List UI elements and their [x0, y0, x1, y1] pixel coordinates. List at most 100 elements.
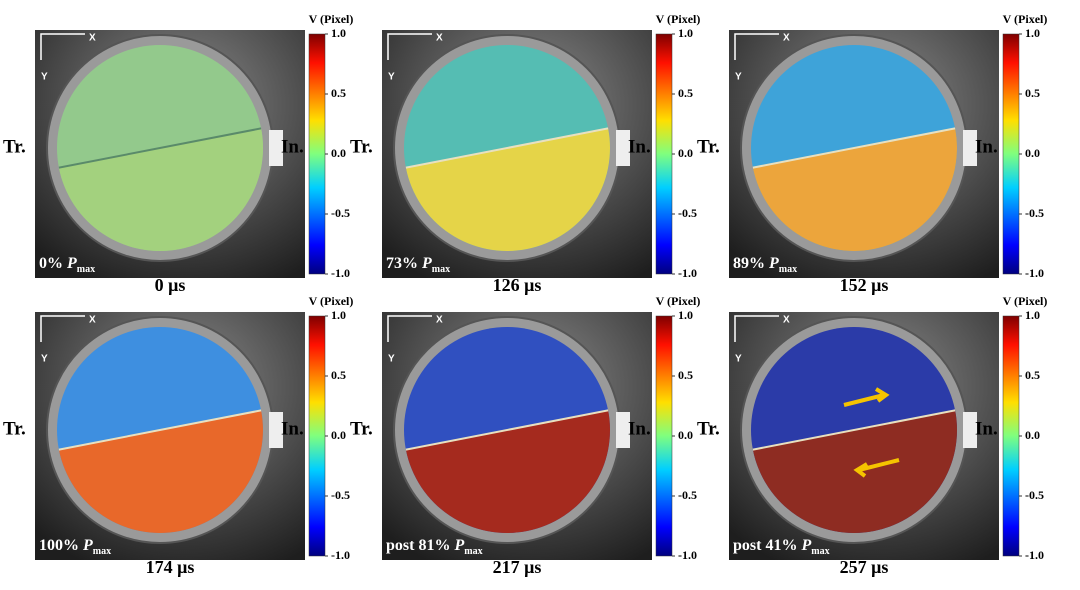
transmitted-label: Tr. — [350, 136, 373, 157]
load-label: 89% Pmax — [733, 255, 797, 276]
time-label: 174 μs — [146, 557, 195, 577]
crack-line — [751, 127, 957, 169]
transmitted-label: Tr. — [3, 418, 26, 439]
colorbar-tick-label: 1.0 — [331, 26, 346, 40]
colorbar — [308, 315, 326, 557]
time-label: 152 μs — [840, 275, 889, 295]
panel: X Y Tr. In. 73% Pmax 126 μs V (Pixel)1.0 0.5 0.0 -… — [350, 12, 700, 295]
crack-line — [404, 409, 610, 451]
incident-label: In. — [975, 136, 998, 157]
transmitted-label: Tr. — [350, 418, 373, 439]
load-subscript: max — [811, 546, 829, 557]
colorbar-title: V (Pixel) — [1003, 294, 1048, 308]
incident-bar — [963, 130, 977, 166]
load-subscript: max — [432, 264, 450, 275]
colorbar-tick-label: -1.0 — [331, 266, 350, 280]
incident-bar — [963, 412, 977, 448]
axis-y-label: Y — [388, 354, 395, 365]
panel: X Y Tr. In. post 41% Pmax 257 μs V (Pixel)1.0 0.… — [697, 294, 1047, 577]
load-symbol: P — [768, 255, 779, 272]
axis-corner — [40, 315, 85, 342]
incident-label: In. — [281, 418, 304, 439]
incident-bar — [616, 412, 630, 448]
load-percent: 100% — [39, 537, 79, 554]
colorbar-tick-label: -1.0 — [1025, 548, 1044, 562]
panel: X Y Tr. In. post 81% Pmax 217 μs V (Pixel)1.0 0.… — [350, 294, 700, 577]
colorbar-tick-label: -0.5 — [1025, 206, 1044, 220]
colorbar-title: V (Pixel) — [656, 294, 701, 308]
colorbar-tick-label: 0.5 — [331, 368, 346, 382]
colorbar-tick-label: -0.5 — [331, 488, 350, 502]
colorbar — [1002, 33, 1020, 275]
axis-x-label: X — [436, 315, 443, 326]
colorbar-tick-label: -0.5 — [678, 488, 697, 502]
colorbar-tick-label: 0.0 — [678, 146, 693, 160]
incident-label: In. — [975, 418, 998, 439]
load-label: post 41% Pmax — [733, 537, 830, 558]
colorbar-title: V (Pixel) — [309, 12, 354, 26]
axis-corner — [734, 315, 779, 342]
load-subscript: max — [93, 546, 111, 557]
colorbar-tick-label: 1.0 — [678, 26, 693, 40]
axis-y-label: Y — [41, 72, 48, 83]
incident-label: In. — [628, 418, 651, 439]
load-subscript: max — [77, 264, 95, 275]
colorbar-tick-label: -0.5 — [1025, 488, 1044, 502]
colorbar-tick-label: 1.0 — [678, 308, 693, 322]
axis-y-label: Y — [388, 72, 395, 83]
load-label: 0% Pmax — [39, 255, 95, 276]
time-label: 217 μs — [493, 557, 542, 577]
axis-x-label: X — [783, 315, 790, 326]
colorbar-tick-label: -1.0 — [678, 548, 697, 562]
colorbar-tick-label: 0.5 — [678, 368, 693, 382]
load-symbol: P — [82, 537, 93, 554]
load-symbol: P — [800, 537, 811, 554]
load-percent: 0% — [39, 255, 63, 272]
load-subscript: max — [464, 546, 482, 557]
load-percent: 89% — [733, 255, 765, 272]
axis-corner — [734, 33, 779, 60]
axis-x-label: X — [436, 33, 443, 44]
colorbar-tick-label: 0.0 — [1025, 146, 1040, 160]
panel: X Y Tr. In. 89% Pmax 152 μs V (Pixel)1.0 0.5 0.0 -… — [697, 12, 1047, 295]
colorbar-tick-label: 1.0 — [1025, 308, 1040, 322]
colorbar-tick-label: -0.5 — [678, 206, 697, 220]
axis-x-label: X — [89, 315, 96, 326]
load-percent: post 81% — [386, 537, 450, 554]
colorbar-tick-label: 1.0 — [331, 308, 346, 322]
colorbar-title: V (Pixel) — [656, 12, 701, 26]
axis-y-label: Y — [735, 354, 742, 365]
axis-y-label: Y — [735, 72, 742, 83]
panel: X Y Tr. In. 0% Pmax 0 μs V (Pixel)1.0 0.5 0.0 -0.5… — [3, 12, 353, 295]
colorbar — [655, 33, 673, 275]
colorbar-tick-label: 0.5 — [678, 86, 693, 100]
load-label: 73% Pmax — [386, 255, 450, 276]
colorbar-tick-label: 0.0 — [678, 428, 693, 442]
incident-label: In. — [281, 136, 304, 157]
colorbar — [1002, 315, 1020, 557]
incident-label: In. — [628, 136, 651, 157]
load-percent: post 41% — [733, 537, 797, 554]
colorbar-tick-label: -1.0 — [1025, 266, 1044, 280]
time-label: 0 μs — [155, 275, 186, 295]
panel: X Y Tr. In. 100% Pmax 174 μs V (Pixel)1.0 0.5 0.0… — [3, 294, 353, 577]
axis-x-label: X — [89, 33, 96, 44]
transmitted-label: Tr. — [3, 136, 26, 157]
colorbar — [308, 33, 326, 275]
load-symbol: P — [453, 537, 464, 554]
time-label: 257 μs — [840, 557, 889, 577]
load-label: 100% Pmax — [39, 537, 111, 558]
load-label: post 81% Pmax — [386, 537, 483, 558]
colorbar-tick-label: 1.0 — [1025, 26, 1040, 40]
axis-corner — [387, 315, 432, 342]
crack-line — [57, 409, 263, 451]
colorbar-tick-label: 0.5 — [1025, 86, 1040, 100]
colorbar — [655, 315, 673, 557]
slip-arrow — [853, 458, 900, 478]
axis-y-label: Y — [41, 354, 48, 365]
time-label: 126 μs — [493, 275, 542, 295]
colorbar-tick-label: 0.5 — [331, 86, 346, 100]
axis-x-label: X — [783, 33, 790, 44]
load-percent: 73% — [386, 255, 418, 272]
